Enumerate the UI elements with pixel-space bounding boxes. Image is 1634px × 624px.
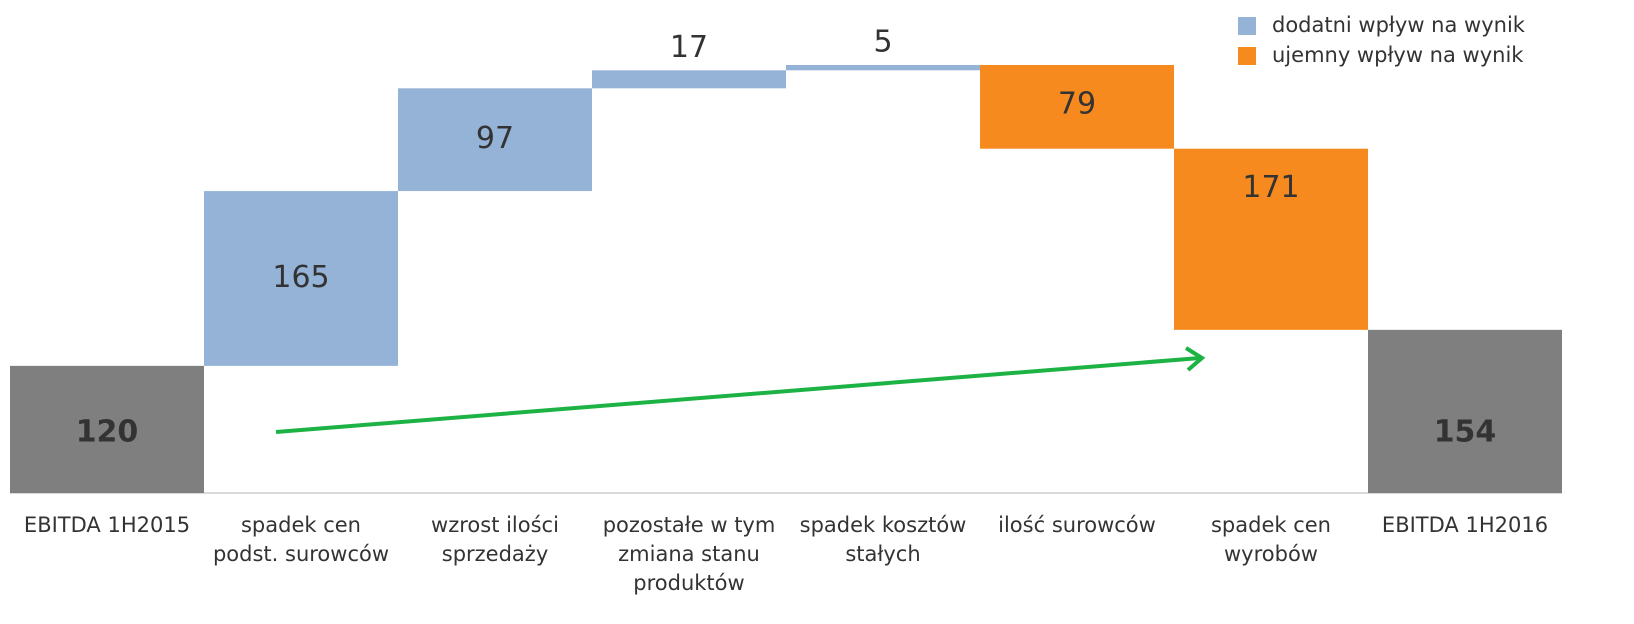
value-label: 17 <box>670 30 708 65</box>
category-label: spadek cen wyrobów <box>1210 513 1331 566</box>
legend-label: dodatni wpływ na wynik <box>1272 13 1526 37</box>
trend-arrow <box>275 356 1201 434</box>
bar <box>1368 329 1562 493</box>
category-label: EBITDA 1H2015 <box>23 513 191 537</box>
legend-swatch <box>1238 17 1256 35</box>
category-label: wzrost ilości sprzedaży <box>431 513 559 566</box>
value-label: 120 <box>76 415 139 450</box>
bar <box>398 88 592 192</box>
category-label: pozostałe w tym zmiana stanu produktów <box>602 513 776 595</box>
trend-arrow-head <box>1184 346 1206 372</box>
bar <box>592 70 786 89</box>
category-label: EBITDA 1H2016 <box>1381 513 1549 537</box>
category-label: spadek kosztów stałych <box>799 513 967 566</box>
bar <box>204 191 398 366</box>
value-label: 154 <box>1434 415 1497 450</box>
value-label: 171 <box>1242 170 1299 205</box>
bar <box>980 65 1174 149</box>
bar <box>786 65 980 71</box>
value-label: 5 <box>873 25 892 60</box>
category-label: ilość surowców <box>998 513 1156 537</box>
bar <box>10 365 204 493</box>
value-label: 165 <box>272 260 329 295</box>
bar <box>1174 148 1368 330</box>
legend-label: ujemny wpływ na wynik <box>1272 43 1524 67</box>
value-label: 79 <box>1058 87 1096 122</box>
legend-swatch <box>1238 47 1256 65</box>
category-label: spadek cen podst. surowców <box>212 513 390 566</box>
value-label: 97 <box>476 121 514 156</box>
